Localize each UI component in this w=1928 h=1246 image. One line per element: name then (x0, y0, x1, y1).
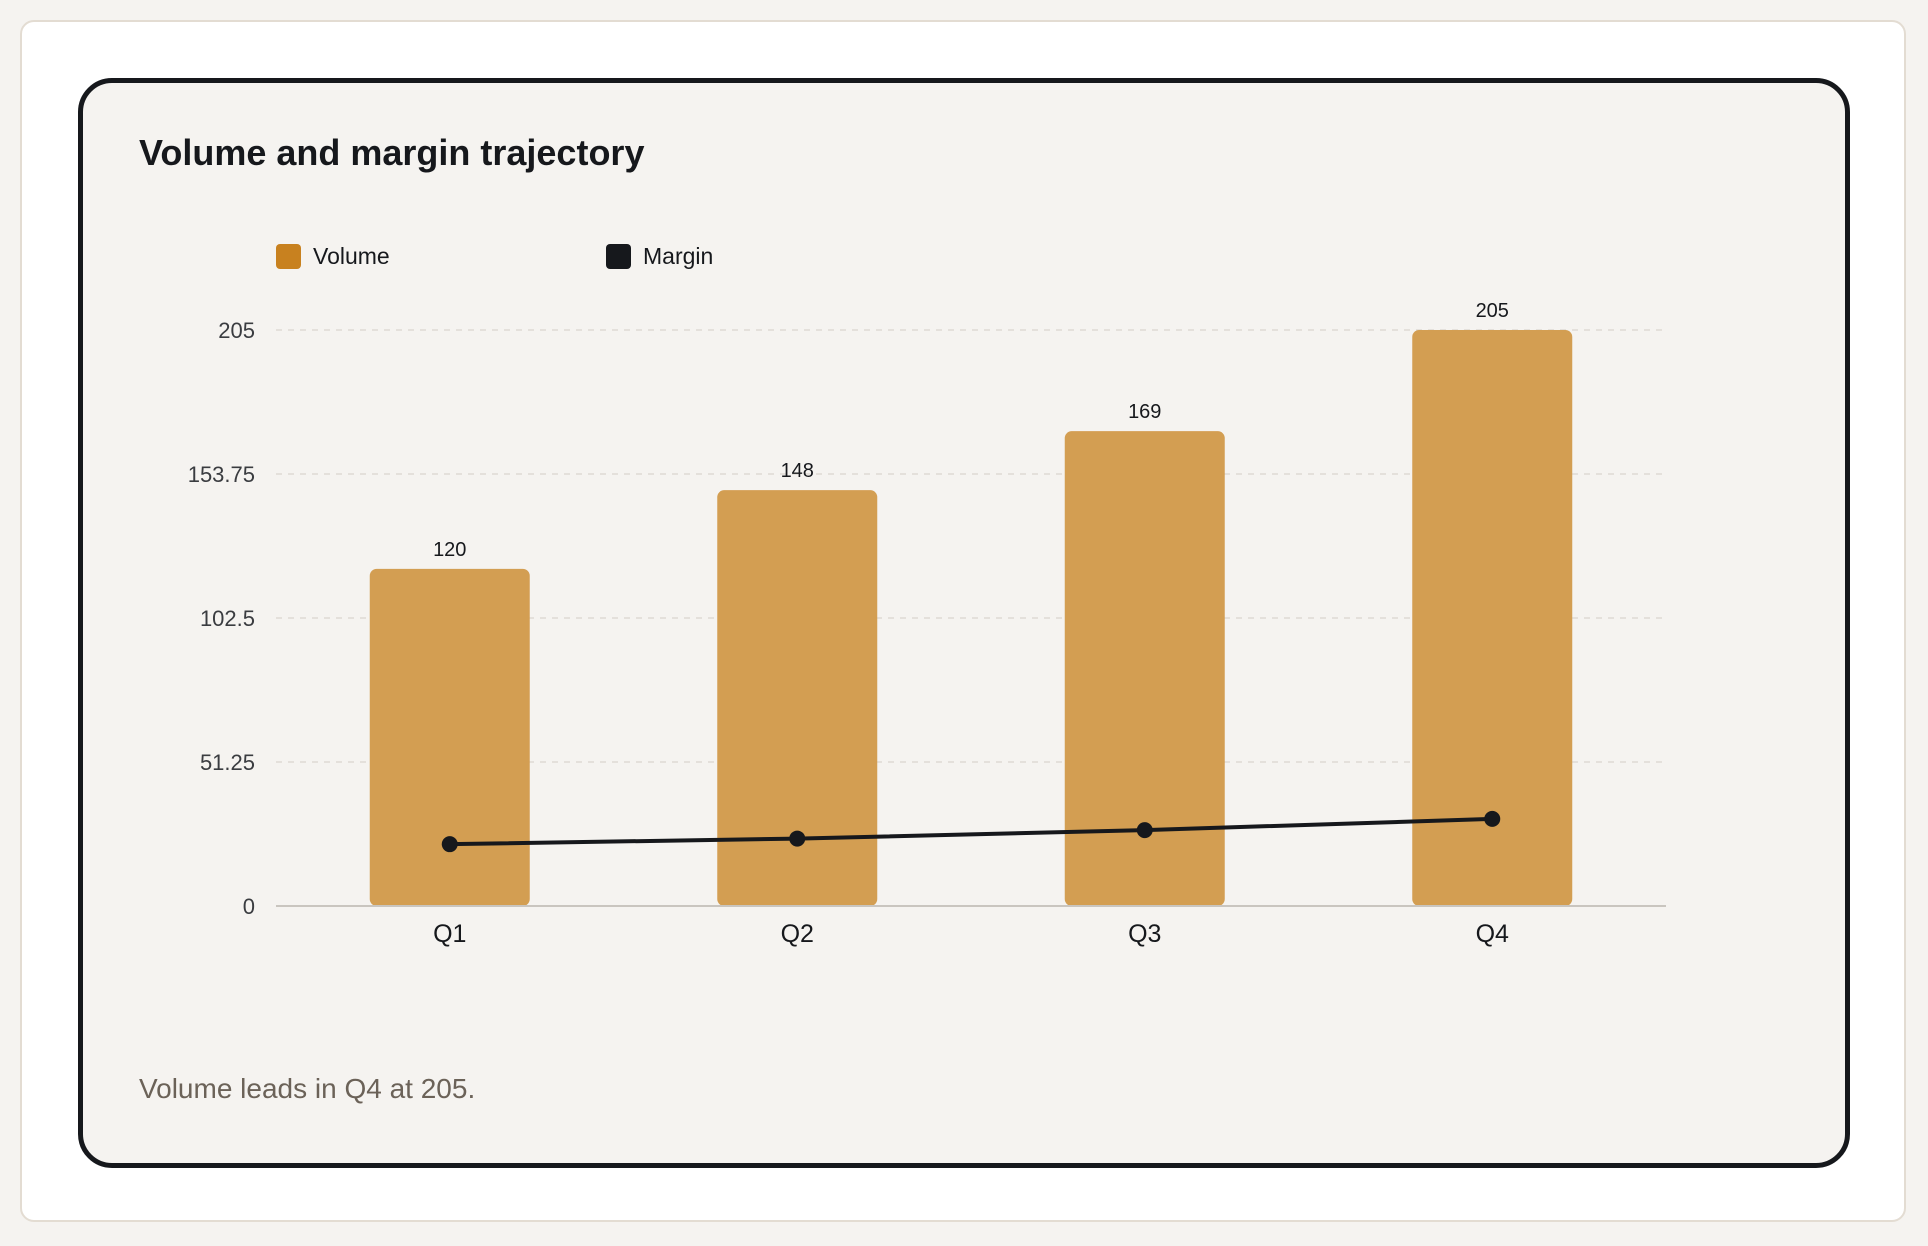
y-tick-label: 102.5 (200, 606, 255, 631)
bar-volume-q4 (1412, 330, 1573, 906)
bar-volume-q2 (717, 490, 878, 906)
x-tick-label-q2: Q2 (781, 920, 814, 948)
y-axis-ticks: 0 51.25 102.5 153.75 205 (188, 318, 255, 919)
bar-value-label: 120 (433, 539, 466, 561)
volume-bars (369, 330, 1573, 906)
margin-series (441, 810, 1501, 853)
x-tick-label-q3: Q3 (1128, 920, 1161, 948)
bar-volume-q1 (369, 568, 530, 906)
x-tick-label-q1: Q1 (433, 920, 466, 948)
bar-value-label: 148 (781, 460, 814, 482)
bar-value-labels: 120 148 169 205 (433, 300, 1509, 561)
y-tick-label: 205 (218, 318, 255, 343)
margin-point-q3 (1136, 822, 1153, 839)
margin-point-q1 (441, 836, 458, 853)
margin-line (447, 816, 1495, 847)
legend-label-volume: Volume (313, 243, 390, 269)
legend-item-volume: Volume (276, 243, 390, 269)
y-tick-label: 51.25 (200, 750, 255, 775)
legend-swatch-volume (276, 244, 301, 269)
legend-label-margin: Margin (643, 243, 713, 269)
margin-point-q4 (1484, 810, 1501, 827)
y-tick-label: 153.75 (188, 462, 255, 487)
margin-point-q2 (789, 830, 806, 847)
bar-volume-q3 (1064, 431, 1225, 906)
legend: Volume Margin (276, 243, 713, 269)
legend-swatch-margin (606, 244, 631, 269)
chart-title: Volume and margin trajectory (139, 132, 645, 173)
x-tick-label-q4: Q4 (1476, 920, 1509, 948)
y-tick-label: 0 (243, 894, 255, 919)
x-axis-categories: Q1 Q2 Q3 Q4 (433, 920, 1509, 948)
bar-value-label: 169 (1128, 401, 1161, 423)
bar-value-label: 205 (1476, 300, 1509, 322)
legend-item-margin: Margin (606, 243, 713, 269)
chart-caption: Volume leads in Q4 at 205. (139, 1073, 476, 1104)
